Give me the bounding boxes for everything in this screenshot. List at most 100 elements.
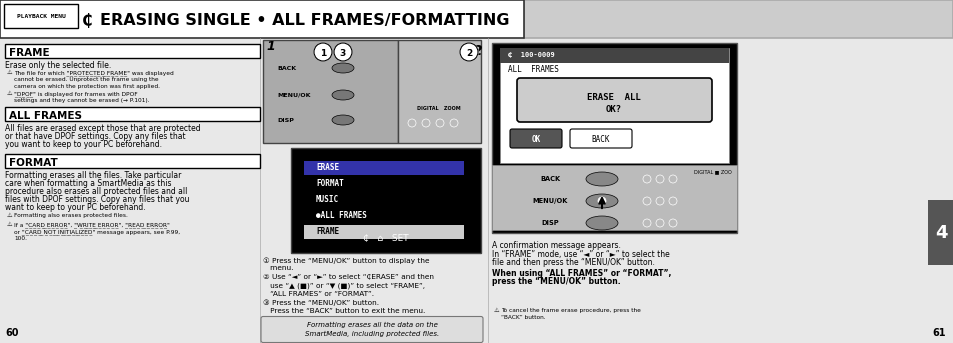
FancyBboxPatch shape [569, 129, 631, 148]
Text: FRAME: FRAME [9, 48, 50, 58]
Text: “ALL FRAMES” or “FORMAT”.: “ALL FRAMES” or “FORMAT”. [263, 291, 374, 297]
Text: OK?: OK? [605, 105, 621, 114]
Text: “BACK” button.: “BACK” button. [500, 315, 545, 320]
Text: 2: 2 [465, 48, 472, 58]
Bar [263, 40, 397, 143]
Text: MENU/OK: MENU/OK [276, 93, 310, 97]
Text: ERASE  ALL: ERASE ALL [586, 93, 640, 102]
Bar [304, 225, 463, 239]
Text: FRAME: FRAME [315, 227, 338, 237]
Text: DIGITAL ■ ZOO: DIGITAL ■ ZOO [694, 169, 731, 174]
Text: ERASE: ERASE [315, 164, 338, 173]
Text: ⚠: ⚠ [7, 222, 12, 227]
Bar [523, 0, 952, 38]
Text: MUSIC: MUSIC [315, 196, 338, 204]
Text: 2: 2 [473, 44, 482, 58]
Text: BACK: BACK [591, 134, 610, 143]
Text: DIGITAL   ZOOM: DIGITAL ZOOM [416, 106, 460, 110]
Text: ② Use “◄” or “►” to select “₵ERASE” and then: ② Use “◄” or “►” to select “₵ERASE” and … [263, 274, 434, 280]
Text: ⚠: ⚠ [7, 213, 12, 218]
Text: Formatting also erases protected files.: Formatting also erases protected files. [14, 213, 128, 218]
Text: camera on which the protection was first applied.: camera on which the protection was first… [14, 84, 160, 89]
Ellipse shape [585, 172, 618, 186]
Ellipse shape [332, 63, 354, 73]
Circle shape [314, 43, 332, 61]
Bar [291, 148, 480, 253]
Text: 61: 61 [931, 328, 945, 338]
Bar [492, 165, 737, 230]
Text: ERASING SINGLE • ALL FRAMES/FORMATTING: ERASING SINGLE • ALL FRAMES/FORMATTING [100, 12, 509, 27]
Text: A confirmation message appears.: A confirmation message appears. [492, 241, 620, 250]
Text: Formatting erases all the files. Take particular: Formatting erases all the files. Take pa… [5, 171, 181, 180]
Bar [304, 161, 463, 175]
Text: ₵  100-0009: ₵ 100-0009 [507, 52, 554, 58]
Text: menu.: menu. [263, 265, 294, 272]
Text: use “▲ (■)” or “▼ (■)” to select “FRAME”,: use “▲ (■)” or “▼ (■)” to select “FRAME”… [263, 283, 424, 289]
Text: ⚠: ⚠ [7, 91, 12, 96]
Text: ALL FRAMES: ALL FRAMES [9, 111, 82, 121]
Text: BACK: BACK [276, 66, 295, 71]
Text: Press the “BACK” button to exit the menu.: Press the “BACK” button to exit the menu… [263, 308, 425, 314]
Ellipse shape [332, 115, 354, 125]
Circle shape [334, 43, 352, 61]
Text: PLAYBACK MENU: PLAYBACK MENU [16, 14, 66, 20]
Ellipse shape [585, 216, 618, 230]
Text: 100.: 100. [14, 236, 27, 241]
Bar [0, 0, 523, 38]
Text: BACK: BACK [539, 176, 559, 182]
Text: or "̲C̲A̲R̲D̲ ̲N̲O̲T̲ ̲I̲N̲I̲T̲I̲A̲L̲I̲Z̲E̲D̲" message appears, see P.99,: or "̲C̲A̲R̲D̲ ̲N̲O̲T̲ ̲I̲N̲I̲T̲I̲A̲L̲I̲Z… [14, 229, 180, 235]
Text: ₵: ₵ [82, 12, 92, 27]
Text: FORMAT: FORMAT [9, 158, 58, 168]
Text: 1: 1 [266, 40, 274, 54]
Text: The file for which "̲P̲R̲O̲T̲E̲C̲T̲E̲D̲ ̲F̲R̲A̲M̲E̲" was displayed: The file for which "̲P̲R̲O̲T̲E̲C̲T̲E̲D̲ … [14, 70, 173, 76]
Text: ⚠: ⚠ [494, 308, 499, 313]
Text: ⚠: ⚠ [7, 70, 12, 75]
Text: 3: 3 [339, 48, 346, 58]
Text: 60: 60 [5, 328, 18, 338]
Text: DISP: DISP [540, 220, 558, 226]
Ellipse shape [585, 194, 618, 208]
Text: When using “ALL FRAMES” or “FORMAT”,: When using “ALL FRAMES” or “FORMAT”, [492, 269, 671, 277]
Text: MENU/OK: MENU/OK [532, 198, 567, 204]
Text: FORMAT: FORMAT [315, 179, 343, 189]
Ellipse shape [332, 90, 354, 100]
Text: ③ Press the “MENU/OK” button.: ③ Press the “MENU/OK” button. [263, 299, 378, 306]
Text: press the “MENU/OK” button.: press the “MENU/OK” button. [492, 277, 620, 286]
Circle shape [459, 43, 477, 61]
Text: care when formatting a SmartMedia as this: care when formatting a SmartMedia as thi… [5, 179, 172, 188]
Text: All files are erased except those that are protected: All files are erased except those that a… [5, 124, 200, 133]
Text: or that have DPOF settings. Copy any files that: or that have DPOF settings. Copy any fil… [5, 132, 186, 141]
Text: 4: 4 [934, 224, 946, 241]
Bar [499, 48, 728, 63]
Text: DISP: DISP [276, 118, 294, 122]
Text: procedure also erases all protected files and all: procedure also erases all protected file… [5, 187, 187, 196]
FancyBboxPatch shape [517, 78, 711, 122]
Text: If a "̲C̲A̲R̲D̲ ̲E̲R̲R̲O̲R̲", "̲W̲R̲I̲T̲E̲ ̲E̲R̲R̲O̲R̲", "̲R̲E̲A̲D̲ ̲E̲R̲R̲O̲R̲": If a "̲C̲A̲R̲D̲ ̲E̲R̲R̲O̲R̲", "̲W̲R̲I̲T̲… [14, 222, 170, 228]
Text: In “FRAME” mode, use “◄” or “►” to select the: In “FRAME” mode, use “◄” or “►” to selec… [492, 249, 669, 259]
Bar [927, 200, 953, 265]
Circle shape [598, 197, 605, 205]
Text: you want to keep to your PC beforehand.: you want to keep to your PC beforehand. [5, 140, 162, 149]
Text: ① Press the “MENU/OK” button to display the: ① Press the “MENU/OK” button to display … [263, 257, 429, 263]
Text: Erase only the selected file.: Erase only the selected file. [5, 61, 112, 70]
Text: ●ALL FRAMES: ●ALL FRAMES [315, 212, 367, 221]
Text: settings and they cannot be erased (→ P.101).: settings and they cannot be erased (→ P.… [14, 98, 150, 103]
Text: To cancel the frame erase procedure, press the: To cancel the frame erase procedure, pre… [500, 308, 640, 313]
Text: files with DPOF settings. Copy any files that you: files with DPOF settings. Copy any files… [5, 195, 190, 204]
Text: ALL  FRAMES: ALL FRAMES [507, 66, 558, 74]
Bar [492, 43, 737, 233]
Text: "̲D̲P̲O̲F̲" is displayed for frames with DPOF: "̲D̲P̲O̲F̲" is displayed for frames with… [14, 91, 137, 97]
Text: 1: 1 [319, 48, 326, 58]
Bar [5, 107, 260, 121]
Text: want to keep to your PC beforehand.: want to keep to your PC beforehand. [5, 203, 146, 212]
FancyBboxPatch shape [4, 4, 78, 28]
Text: OK: OK [531, 134, 540, 143]
Text: file and then press the “MENU/OK” button.: file and then press the “MENU/OK” button… [492, 258, 654, 267]
Bar [499, 48, 728, 163]
Text: Formatting erases all the data on the
SmartMedia, including protected files.: Formatting erases all the data on the Sm… [305, 322, 438, 336]
FancyBboxPatch shape [261, 317, 482, 343]
Bar [397, 40, 480, 143]
Bar [5, 44, 260, 58]
FancyBboxPatch shape [510, 129, 561, 148]
Bar [5, 154, 260, 168]
